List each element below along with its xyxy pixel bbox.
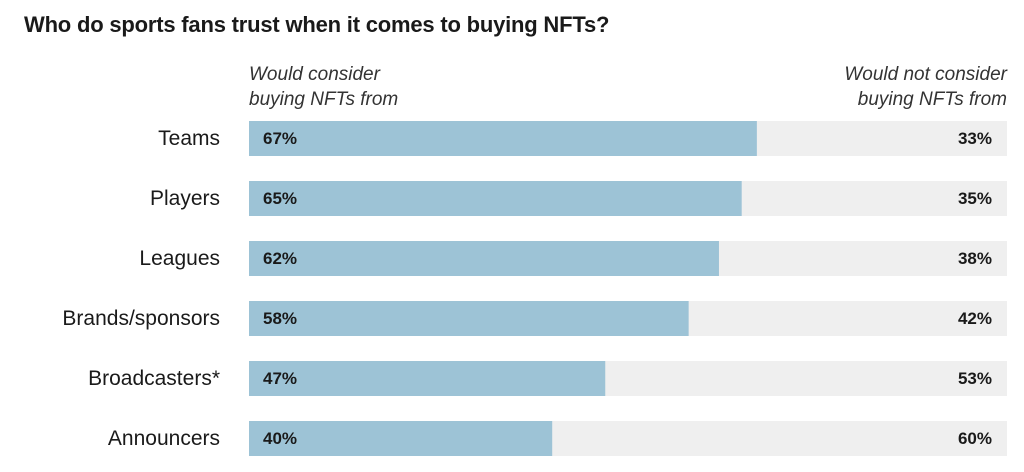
- value-label-not-consider-announcers: 60%: [958, 429, 992, 448]
- value-label-not-consider-brands-sponsors: 42%: [958, 309, 992, 328]
- bar-consider-announcers: [249, 421, 553, 456]
- bar-consider-players: [249, 181, 742, 216]
- not-consider-header-line-2: buying NFTs from: [857, 89, 1007, 110]
- chart-title: Who do sports fans trust when it comes t…: [24, 12, 610, 37]
- value-label-consider-brands-sponsors: 58%: [263, 309, 297, 328]
- bar-consider-broadcasters: [249, 361, 606, 396]
- value-label-consider-announcers: 40%: [263, 429, 297, 448]
- bar-consider-brands-sponsors: [249, 301, 689, 336]
- not-consider-header-line-1: Would not consider: [844, 64, 1007, 85]
- consider-header: Would consider buying NFTs from: [249, 62, 398, 112]
- consider-header-line-2: buying NFTs from: [249, 89, 399, 110]
- category-label-announcers: Announcers: [108, 427, 220, 450]
- category-label-brands-sponsors: Brands/sponsors: [62, 307, 220, 330]
- category-label-players: Players: [150, 187, 220, 210]
- value-label-not-consider-players: 35%: [958, 189, 992, 208]
- value-label-not-consider-leagues: 38%: [958, 249, 992, 268]
- value-label-consider-players: 65%: [263, 189, 297, 208]
- value-label-consider-leagues: 62%: [263, 249, 297, 268]
- bar-consider-teams: [249, 121, 757, 156]
- bar-consider-leagues: [249, 241, 719, 276]
- not-consider-header: Would not consider buying NFTs from: [844, 62, 1007, 112]
- value-label-consider-broadcasters: 47%: [263, 369, 297, 388]
- category-label-broadcasters: Broadcasters*: [88, 367, 220, 390]
- value-label-not-consider-teams: 33%: [958, 129, 992, 148]
- value-label-consider-teams: 67%: [263, 129, 297, 148]
- category-label-teams: Teams: [158, 127, 220, 150]
- consider-header-line-1: Would consider: [249, 64, 380, 85]
- value-label-not-consider-broadcasters: 53%: [958, 369, 992, 388]
- category-label-leagues: Leagues: [139, 247, 220, 270]
